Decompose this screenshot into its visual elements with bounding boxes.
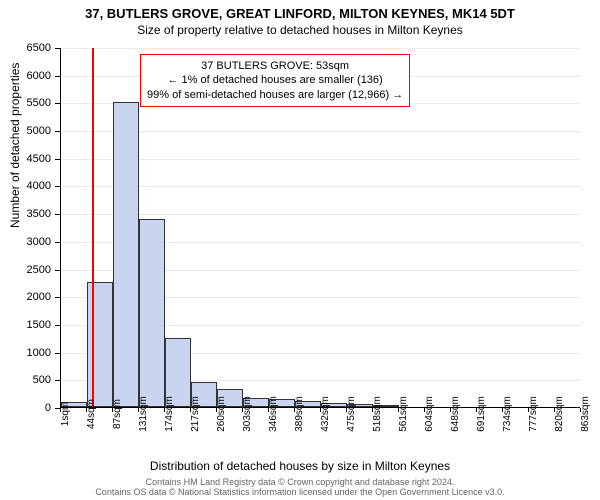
y-tick-label: 500 <box>33 374 51 386</box>
histogram-bar <box>113 102 139 407</box>
x-tick-label: 475sqm <box>346 396 357 432</box>
y-tick-label: 5500 <box>27 97 51 109</box>
x-tick-label: 432sqm <box>320 396 331 432</box>
x-tick-label: 820sqm <box>554 396 565 432</box>
x-tick-label: 863sqm <box>580 396 591 432</box>
y-tick-label: 6500 <box>27 42 51 54</box>
x-tick-label: 260sqm <box>216 396 227 432</box>
chart-plot-area: 37 BUTLERS GROVE: 53sqm ← 1% of detached… <box>60 48 580 408</box>
annotation-line-3: 99% of semi-detached houses are larger (… <box>147 88 403 102</box>
x-tick-label: 561sqm <box>398 396 409 432</box>
y-tick-label: 2500 <box>27 264 51 276</box>
annotation-line-1: 37 BUTLERS GROVE: 53sqm <box>147 59 403 73</box>
x-tick-label: 346sqm <box>268 396 279 432</box>
histogram-bar <box>139 219 165 407</box>
x-tick-label: 44sqm <box>86 399 97 429</box>
y-axis-labels: 0500100015002000250030003500400045005000… <box>0 48 55 408</box>
y-tick-label: 5000 <box>27 125 51 137</box>
y-tick-label: 4500 <box>27 153 51 165</box>
x-tick-label: 87sqm <box>112 399 123 429</box>
x-tick-label: 777sqm <box>528 396 539 432</box>
x-axis-labels: 1sqm44sqm87sqm131sqm174sqm217sqm260sqm30… <box>60 410 580 460</box>
x-tick-label: 174sqm <box>164 396 175 432</box>
annotation-line-2: ← 1% of detached houses are smaller (136… <box>147 73 403 87</box>
x-axis-title: Distribution of detached houses by size … <box>0 459 600 473</box>
grid-line <box>61 48 580 49</box>
y-tick-label: 4000 <box>27 180 51 192</box>
x-tick-label: 691sqm <box>476 396 487 432</box>
x-tick-label: 648sqm <box>450 396 461 432</box>
footer-attribution: Contains HM Land Registry data © Crown c… <box>0 478 600 498</box>
x-tick-label: 303sqm <box>242 396 253 432</box>
y-tick-label: 3500 <box>27 208 51 220</box>
x-tick-label: 1sqm <box>60 402 71 426</box>
y-tick-label: 1000 <box>27 347 51 359</box>
x-tick-label: 734sqm <box>502 396 513 432</box>
annotation-callout: 37 BUTLERS GROVE: 53sqm ← 1% of detached… <box>140 54 410 107</box>
y-tick-label: 3000 <box>27 236 51 248</box>
x-tick-label: 131sqm <box>138 396 149 432</box>
histogram-bar <box>87 282 113 407</box>
x-tick-label: 217sqm <box>190 396 201 432</box>
footer-line-2: Contains OS data © National Statistics i… <box>0 488 600 498</box>
chart-subtitle: Size of property relative to detached ho… <box>0 21 600 37</box>
y-tick-label: 1500 <box>27 319 51 331</box>
x-tick-label: 518sqm <box>372 396 383 432</box>
y-tick-label: 6000 <box>27 70 51 82</box>
x-tick-label: 389sqm <box>294 396 305 432</box>
y-tick-label: 0 <box>45 402 51 414</box>
y-tick-label: 2000 <box>27 291 51 303</box>
chart-title: 37, BUTLERS GROVE, GREAT LINFORD, MILTON… <box>0 0 600 21</box>
x-tick-label: 604sqm <box>424 396 435 432</box>
property-marker-line <box>92 48 94 407</box>
